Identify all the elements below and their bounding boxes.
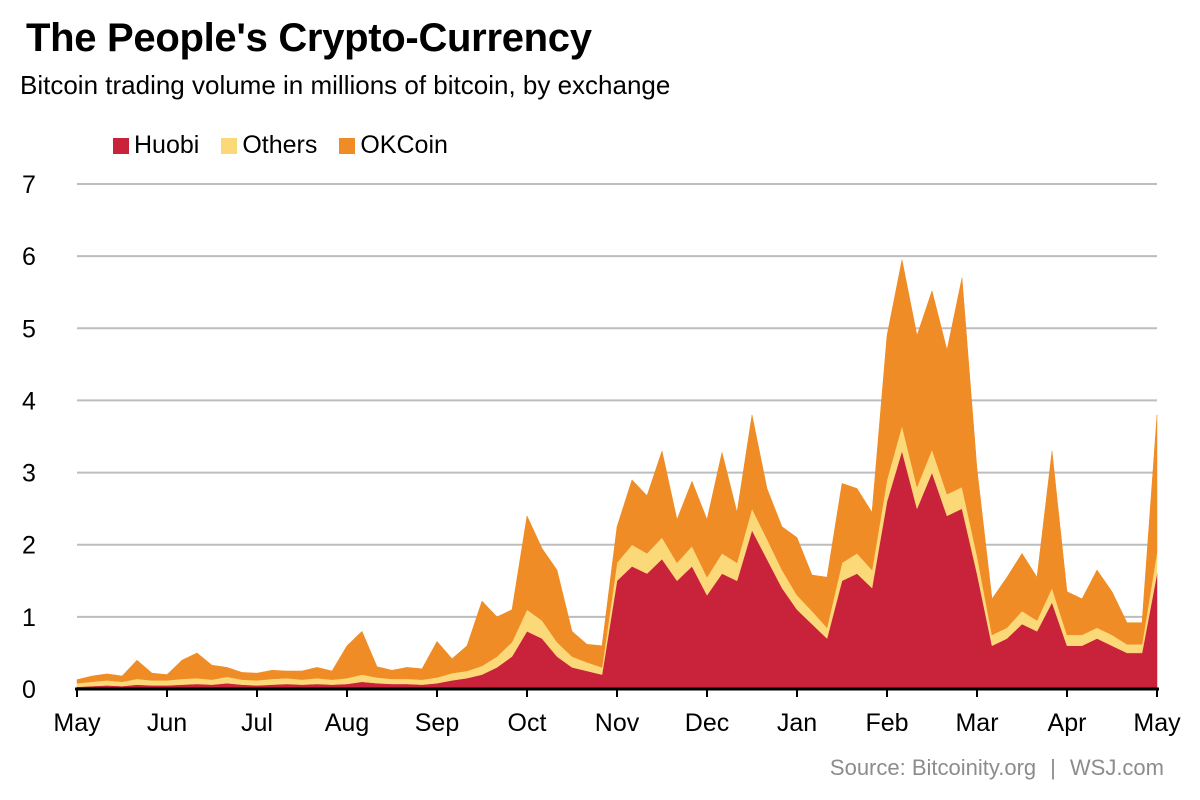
- legend-label-others: Others: [242, 131, 318, 159]
- x-tick-label: Mar: [955, 709, 998, 737]
- x-tick-label: Feb: [865, 709, 908, 737]
- x-tick-label: Dec: [685, 709, 729, 737]
- legend-label-okcoin: OKCoin: [360, 131, 448, 159]
- y-tick-label: 2: [22, 532, 36, 560]
- source-separator: |: [1050, 755, 1056, 780]
- x-tick-label: Nov: [595, 709, 640, 737]
- x-tick-label: Jun: [147, 709, 187, 737]
- chart-title: The People's Crypto-Currency: [26, 16, 592, 60]
- x-tick-label: May: [1133, 709, 1181, 737]
- series-areas: [76, 259, 1158, 690]
- y-tick-label: 3: [22, 460, 36, 488]
- legend-swatch-others: [221, 137, 238, 154]
- axes: [75, 687, 1159, 697]
- y-tick-label: 0: [22, 676, 36, 704]
- chart-legend: Huobi Others OKCoin: [113, 131, 470, 160]
- x-tick-label: Aug: [325, 709, 369, 737]
- y-tick-label: 1: [22, 604, 36, 632]
- legend-item-okcoin: OKCoin: [339, 131, 448, 160]
- source-publisher: WSJ.com: [1069, 755, 1164, 780]
- y-tick-label: 6: [22, 243, 36, 271]
- source-credit: Source: Bitcoinity.org | WSJ.com: [830, 755, 1164, 781]
- chart-subtitle: Bitcoin trading volume in millions of bi…: [20, 70, 671, 100]
- x-tick-labels: May Jun Jul Aug Sep Oct Nov Dec Jan Feb Mar Apr May: [53, 709, 1181, 737]
- y-tick-label: 5: [22, 315, 36, 343]
- x-tick-label: Jan: [777, 709, 817, 737]
- y-tick-label: 4: [22, 387, 36, 415]
- x-tick-label: Oct: [508, 709, 547, 737]
- x-tick-label: Jul: [241, 709, 273, 737]
- legend-swatch-okcoin: [339, 137, 356, 154]
- legend-swatch-huobi: [113, 137, 129, 154]
- legend-item-huobi: Huobi: [113, 131, 199, 160]
- x-tick-label: Apr: [1048, 709, 1087, 737]
- x-tick-label: Sep: [415, 709, 459, 737]
- source-text: Source: Bitcoinity.org: [829, 755, 1037, 780]
- legend-label-huobi: Huobi: [134, 131, 200, 159]
- legend-item-others: Others: [221, 131, 317, 160]
- x-tick-label: May: [53, 709, 101, 737]
- area-series-okcoin: [76, 259, 1158, 684]
- y-tick-labels: 0 1 2 3 4 5 6 7: [22, 171, 36, 704]
- y-tick-label: 7: [22, 171, 36, 199]
